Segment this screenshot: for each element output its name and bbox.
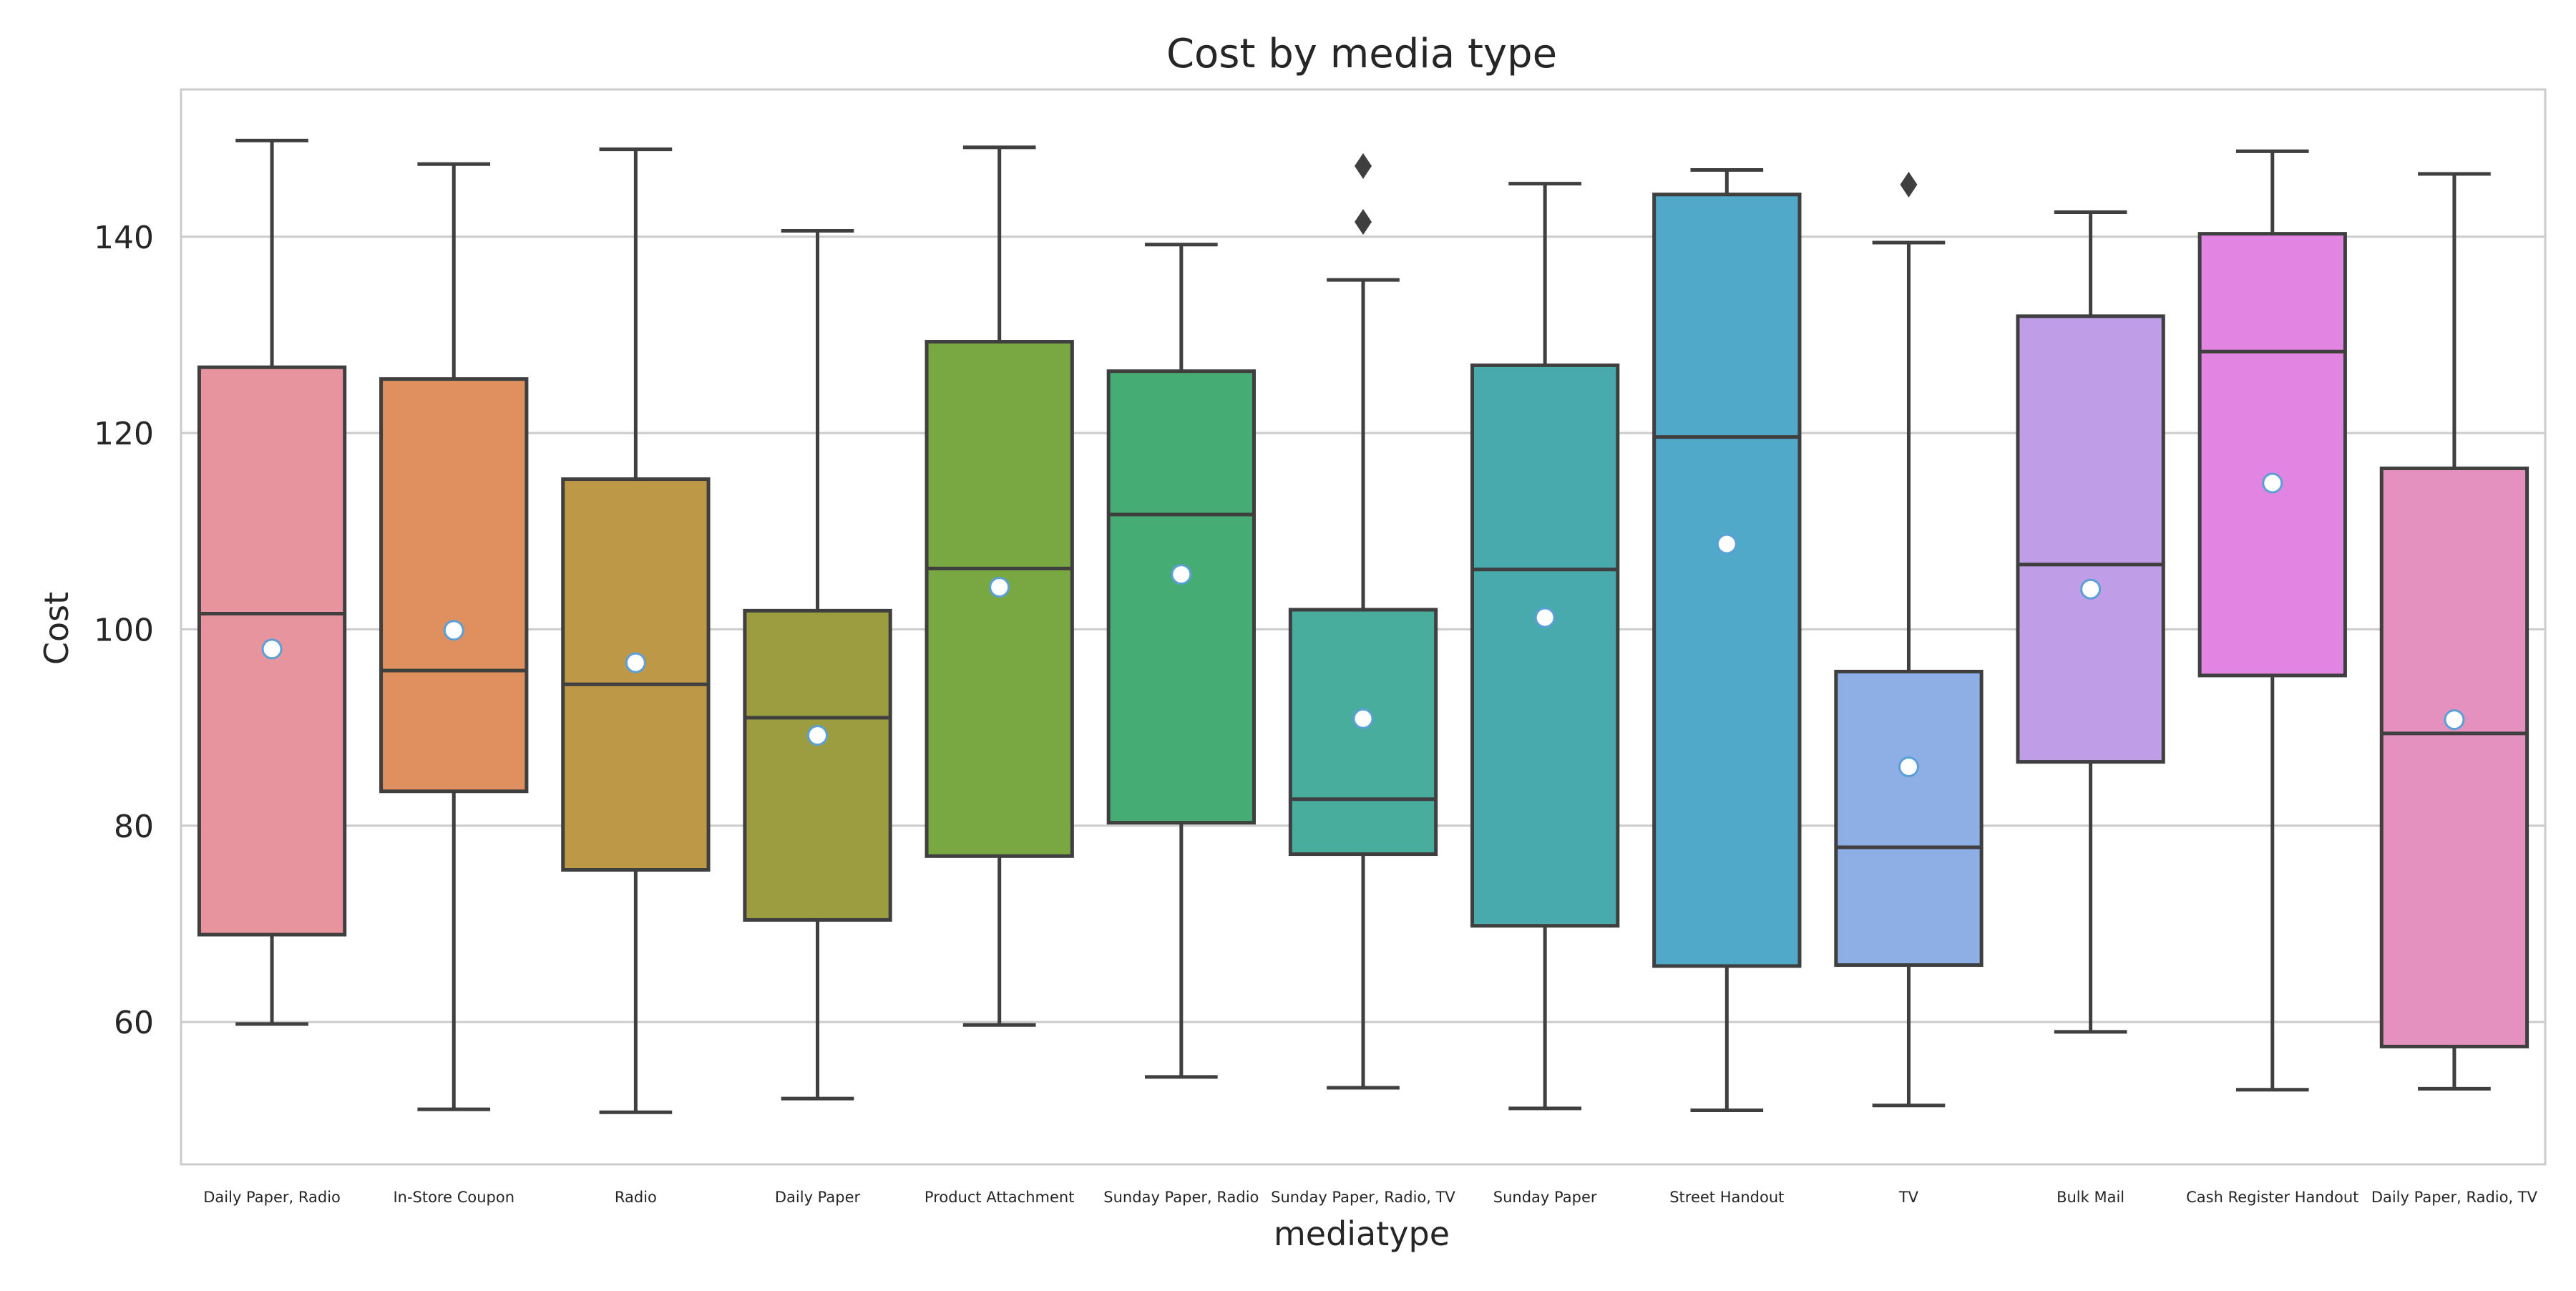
mean-marker — [1534, 607, 1556, 628]
mean-marker — [2444, 709, 2465, 731]
y-axis-label: Cost — [37, 592, 76, 665]
mean-marker — [1898, 756, 1919, 777]
x-axis-ticks: Daily Paper, Radio In-Store Coupon Radio Da… — [203, 1189, 2537, 1206]
box-group — [1834, 172, 1984, 1108]
x-tick-label: Street Handout — [1669, 1189, 1784, 1206]
box-group — [197, 138, 347, 1026]
y-tick-label: 120 — [94, 416, 154, 452]
box — [2016, 314, 2165, 764]
x-tick-label: Bulk Mail — [2057, 1189, 2124, 1206]
y-axis-ticks: 60 80 100 120 140 — [94, 220, 154, 1041]
box — [561, 477, 711, 872]
box — [1288, 608, 1438, 857]
x-tick-label: Daily Paper, Radio, TV — [2371, 1189, 2538, 1206]
outlier-point — [1355, 152, 1372, 179]
outlier-point — [1355, 209, 1372, 235]
y-tick-label: 140 — [94, 220, 154, 256]
x-tick-label: Radio — [615, 1189, 657, 1206]
x-tick-label: Product Attachment — [924, 1189, 1075, 1206]
x-tick-label: Daily Paper — [775, 1189, 861, 1206]
mean-marker — [1716, 533, 1737, 555]
x-axis-label: mediatype — [1274, 1214, 1450, 1253]
chart-title: Cost by media type — [1166, 31, 1557, 77]
plot-frame — [180, 88, 2547, 1166]
x-tick-label: Daily Paper, Radio — [203, 1189, 341, 1206]
x-tick-label: Sunday Paper, Radio — [1103, 1189, 1259, 1206]
box — [1652, 193, 1802, 968]
y-tick-label: 60 — [114, 1005, 154, 1041]
box-group — [1652, 167, 1802, 1113]
box-group — [2379, 172, 2529, 1091]
x-tick-label: In-Store Coupon — [393, 1189, 514, 1206]
x-tick-label: TV — [1898, 1189, 1919, 1206]
box-group — [379, 162, 529, 1111]
box-group — [561, 147, 711, 1114]
boxes — [197, 138, 2529, 1114]
mean-marker — [807, 725, 829, 746]
box-group — [743, 229, 892, 1101]
x-tick-label: Sunday Paper, Radio, TV — [1271, 1189, 1455, 1206]
mean-marker — [443, 620, 464, 641]
mean-marker — [989, 576, 1010, 598]
box-group — [2197, 149, 2347, 1092]
box — [2197, 232, 2347, 678]
box-group — [924, 145, 1074, 1027]
box — [743, 608, 892, 922]
mean-marker — [1352, 708, 1374, 729]
box — [1106, 369, 1257, 825]
outlier-point — [1900, 172, 1918, 198]
box — [1470, 363, 1620, 928]
box — [1834, 669, 1984, 968]
mean-marker — [1171, 564, 1192, 585]
box-group — [1470, 182, 1620, 1111]
mean-marker — [2080, 578, 2102, 600]
box-group — [1288, 152, 1438, 1090]
mean-marker — [261, 638, 283, 660]
mean-marker — [625, 652, 646, 673]
box-group — [1106, 243, 1257, 1079]
x-tick-label: Cash Register Handout — [2186, 1189, 2358, 1206]
y-tick-label: 100 — [94, 612, 154, 648]
box-group — [2016, 210, 2165, 1034]
box — [924, 340, 1074, 858]
box — [2379, 466, 2529, 1048]
x-tick-label: Sunday Paper — [1493, 1189, 1597, 1206]
mean-marker — [2262, 472, 2283, 494]
y-tick-label: 80 — [114, 809, 154, 845]
box — [379, 377, 529, 794]
